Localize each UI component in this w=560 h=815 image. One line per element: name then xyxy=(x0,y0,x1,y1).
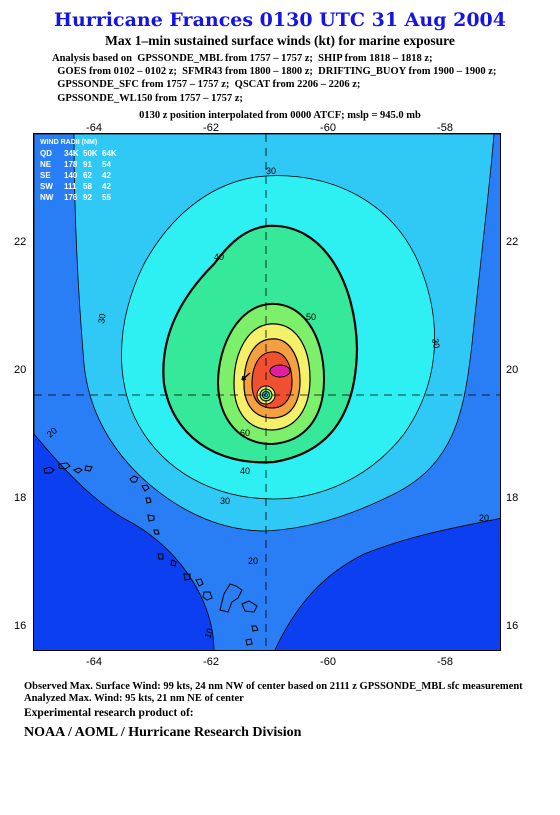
wind-radii-cell: 58 xyxy=(83,182,92,191)
analyzed-max-wind: Analyzed Max. Wind: 95 kts, 21 nm NE of … xyxy=(24,693,244,704)
wind-radii-cell: 42 xyxy=(102,182,111,191)
max-wind-arrow-icon xyxy=(241,372,251,381)
contour-label: 20 xyxy=(45,425,59,439)
lat-label-left: 20 xyxy=(14,364,27,376)
experimental-note: Experimental research product of: xyxy=(24,707,194,719)
wind-radii-cell: SW xyxy=(40,182,53,191)
lat-label-left: 18 xyxy=(14,492,27,504)
map-subtitle: Max 1–min sustained surface winds (kt) f… xyxy=(105,33,455,48)
wind-radii-cell: 62 xyxy=(83,171,92,180)
contour-label: 50 xyxy=(306,312,316,322)
lat-label-left: 22 xyxy=(14,236,27,248)
analysis-line: GOES from 0102 – 0102 z; SFMR43 from 180… xyxy=(52,66,497,78)
wind-radii-cell: 91 xyxy=(83,160,92,169)
wind-radii-row: SE 140 62 42 xyxy=(40,170,121,181)
wind-radii-table: WIND RADII (NM) QD 34K 50K 64K NE 178 91… xyxy=(40,137,121,203)
position-note: 0130 z position interpolated from 0000 A… xyxy=(139,110,421,121)
band-peak xyxy=(269,364,291,378)
wind-radii-header: WIND RADII (NM) xyxy=(40,139,98,146)
analysis-sources: Analysis based on GPSSONDE_MBL from 1757… xyxy=(52,52,496,105)
lon-label-bottom: -62 xyxy=(203,656,219,668)
lat-label-right: 16 xyxy=(506,620,519,632)
wind-radii-cell: NE xyxy=(40,160,52,169)
lon-label-top: -64 xyxy=(86,122,102,134)
lon-label-top: -62 xyxy=(203,122,219,134)
contour-label: 10 xyxy=(202,627,215,640)
analysis-line: GPSSONDE_WL150 from 1757 – 1757 z; xyxy=(52,92,243,104)
contour-label: 30 xyxy=(266,166,276,176)
lat-label-right: 20 xyxy=(506,364,519,376)
lat-label-right: 18 xyxy=(506,492,519,504)
coastlines xyxy=(43,462,259,646)
contour-label: 30 xyxy=(96,313,108,325)
lat-label-left: 16 xyxy=(14,620,27,632)
wind-radii-columns: QD 34K 50K 64K xyxy=(40,148,121,159)
lon-label-top: -58 xyxy=(437,122,453,134)
contour-label: 40 xyxy=(214,252,224,262)
footer-observations: Observed Max. Surface Wind: 99 kts, 24 n… xyxy=(24,681,523,705)
wind-radii-col: 50K xyxy=(83,149,98,158)
wind-radii-cell: 42 xyxy=(102,171,111,180)
wind-radii-cell: 140 xyxy=(64,171,78,180)
lon-label-bottom: -58 xyxy=(437,656,453,668)
contour-label: 60 xyxy=(240,428,250,438)
wind-radii-cell: SE xyxy=(40,171,51,180)
lon-label-bottom: -60 xyxy=(320,656,336,668)
analysis-line: Analysis based on GPSSONDE_MBL from 1757… xyxy=(52,53,433,64)
wind-radii-cell: 111 xyxy=(64,182,77,191)
lat-label-right: 22 xyxy=(506,236,519,248)
contour-label: 40 xyxy=(240,466,250,476)
map-title: Hurricane Frances 0130 UTC 31 Aug 2004 xyxy=(54,9,506,31)
wind-radii-cell: NW xyxy=(40,193,54,202)
lon-label-bottom: -64 xyxy=(86,656,102,668)
wind-radii-cell: 92 xyxy=(83,193,92,202)
wind-radii-cell: 55 xyxy=(102,193,111,202)
lon-label-top: -60 xyxy=(320,122,336,134)
contour-label: 30 xyxy=(430,338,442,350)
wind-radii-row: SW 111 58 42 xyxy=(40,181,121,192)
wind-radii-cell: 176 xyxy=(64,193,78,202)
contour-label: 30 xyxy=(220,496,230,506)
wind-field-svg: 30 40 50 60 30 30 40 30 20 20 10 20 xyxy=(34,134,500,650)
contour-label: 20 xyxy=(248,556,258,566)
wind-radii-col: 64K xyxy=(102,149,117,158)
wind-radii-col: QD xyxy=(40,149,52,158)
wind-field-map: 30 40 50 60 30 30 40 30 20 20 10 20 xyxy=(33,133,501,651)
analysis-line: GPSSONDE_SFC from 1757 – 1757 z; QSCAT f… xyxy=(52,79,361,91)
wind-radii-row: NE 178 91 54 xyxy=(40,159,121,170)
wind-radii-row: NW 176 92 55 xyxy=(40,192,121,203)
wind-radii-col: 34K xyxy=(64,149,79,158)
organization-credit: NOAA / AOML / Hurricane Research Divisio… xyxy=(24,725,302,740)
wind-radii-cell: 178 xyxy=(64,160,78,169)
contour-label: 20 xyxy=(479,513,489,523)
contour-labels: 30 40 50 60 30 30 40 30 20 20 10 20 xyxy=(45,166,489,640)
wind-radii-cell: 54 xyxy=(102,160,111,169)
observed-max-wind: Observed Max. Surface Wind: 99 kts, 24 n… xyxy=(24,681,523,692)
